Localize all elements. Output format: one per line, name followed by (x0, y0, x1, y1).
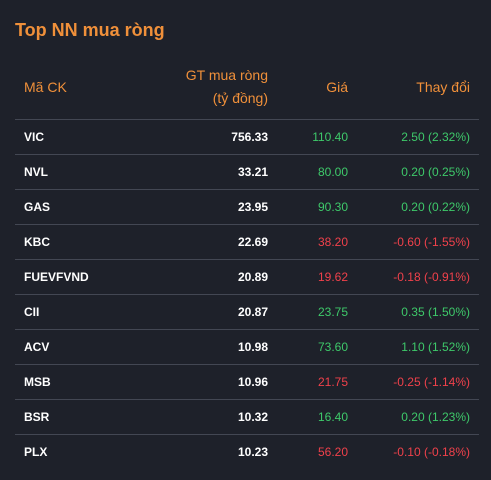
price-change: 2.50 (2.32%) (401, 130, 470, 144)
stock-symbol[interactable]: KBC (24, 235, 50, 249)
price: 38.20 (317, 235, 348, 249)
price-change: 1.10 (1.52%) (401, 340, 470, 354)
price-change: -0.10 (-0.18%) (393, 445, 470, 459)
table-row[interactable]: FUEVFVND 20.89 19.62 -0.18 (-0.91%) (15, 260, 479, 295)
stock-symbol[interactable]: FUEVFVND (24, 270, 89, 284)
price-change: 0.35 (1.50%) (401, 305, 470, 319)
price-change: -0.25 (-1.14%) (393, 375, 470, 389)
table-row[interactable]: PLX 10.23 56.20 -0.10 (-0.18%) (15, 435, 479, 469)
price: 73.60 (317, 340, 348, 354)
price: 19.62 (317, 270, 348, 284)
price: 21.75 (317, 375, 348, 389)
column-header-change: Thay đổi (416, 79, 470, 95)
price: 16.40 (317, 410, 348, 424)
price-change: -0.18 (-0.91%) (393, 270, 470, 284)
column-header-price: Giá (326, 79, 348, 95)
price-change: 0.20 (0.22%) (401, 200, 470, 214)
stock-symbol[interactable]: VIC (24, 130, 45, 144)
net-buy-value: 20.89 (237, 270, 268, 284)
price: 23.75 (317, 305, 348, 319)
price: 110.40 (312, 130, 348, 144)
stock-symbol[interactable]: PLX (24, 445, 48, 459)
price: 90.30 (317, 200, 348, 214)
stock-symbol[interactable]: CII (24, 305, 40, 319)
price-change: 0.20 (0.25%) (401, 165, 470, 179)
table-row[interactable]: VIC 756.33 110.40 2.50 (2.32%) (15, 120, 479, 155)
table-row[interactable]: MSB 10.96 21.75 -0.25 (-1.14%) (15, 365, 479, 400)
widget-title: Top NN mua ròng (15, 20, 165, 40)
price: 80.00 (317, 165, 348, 179)
net-buy-table: Mã CK GT mua ròng (tỷ đồng) Giá Thay đổi… (15, 64, 479, 469)
table-header: Mã CK GT mua ròng (tỷ đồng) Giá Thay đổi (15, 64, 479, 120)
table-row[interactable]: KBC 22.69 38.20 -0.60 (-1.55%) (15, 225, 479, 260)
price-change: -0.60 (-1.55%) (393, 235, 470, 249)
net-buy-value: 10.98 (237, 340, 268, 354)
net-buy-value: 10.32 (237, 410, 268, 424)
net-buy-value: 22.69 (237, 235, 268, 249)
price: 56.20 (317, 445, 348, 459)
table-body: VIC 756.33 110.40 2.50 (2.32%) NVL 33.21 80.00… (15, 120, 479, 469)
column-header-net-buy-value-line1: GT mua ròng (185, 67, 268, 83)
net-buy-value: 20.87 (237, 305, 268, 319)
column-header-symbol: Mã CK (24, 79, 67, 95)
stock-symbol[interactable]: GAS (24, 200, 51, 214)
table-row[interactable]: BSR 10.32 16.40 0.20 (1.23%) (15, 400, 479, 435)
net-buy-value: 10.96 (237, 375, 268, 389)
net-buy-value: 23.95 (237, 200, 268, 214)
stock-symbol[interactable]: BSR (24, 410, 50, 424)
column-header-net-buy-value-line2: (tỷ đồng) (212, 90, 268, 106)
net-buy-value: 756.33 (231, 130, 268, 144)
price-change: 0.20 (1.23%) (401, 410, 470, 424)
stock-symbol[interactable]: MSB (24, 375, 51, 389)
column-header-net-buy-value: GT mua ròng (tỷ đồng) (186, 64, 268, 110)
net-buy-value: 33.21 (237, 165, 268, 179)
table-row[interactable]: GAS 23.95 90.30 0.20 (0.22%) (15, 190, 479, 225)
table-row[interactable]: NVL 33.21 80.00 0.20 (0.25%) (15, 155, 479, 190)
net-buy-value: 10.23 (237, 445, 268, 459)
table-row[interactable]: CII 20.87 23.75 0.35 (1.50%) (15, 295, 479, 330)
stock-symbol[interactable]: ACV (24, 340, 50, 354)
table-row[interactable]: ACV 10.98 73.60 1.10 (1.52%) (15, 330, 479, 365)
stock-symbol[interactable]: NVL (24, 165, 48, 179)
